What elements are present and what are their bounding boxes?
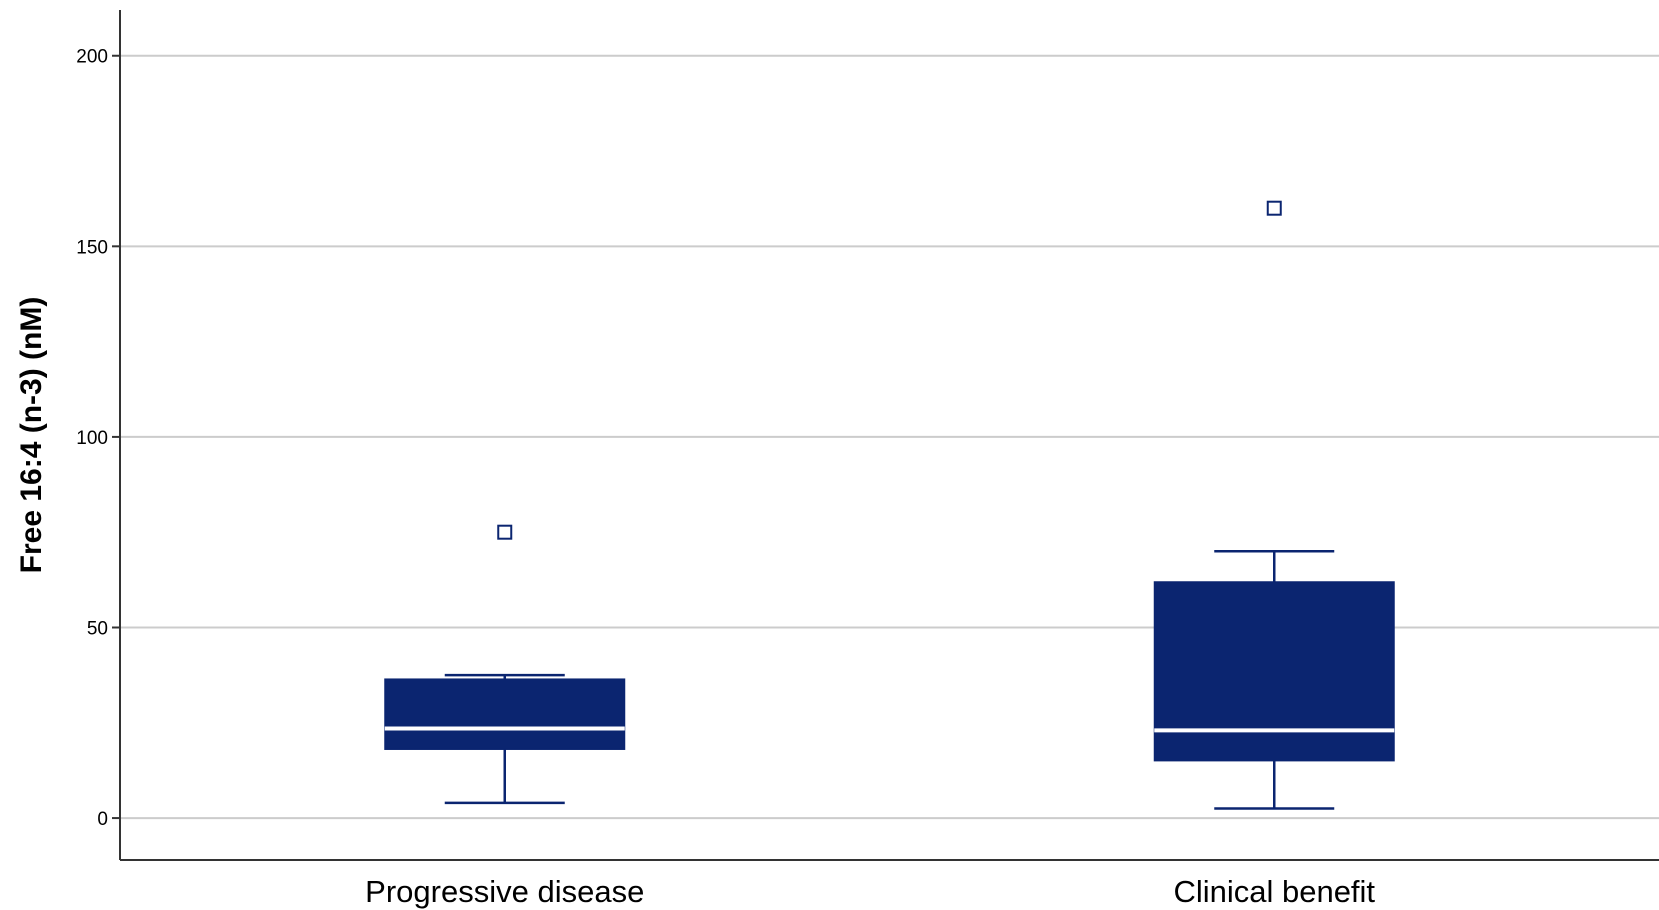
- axes: [119, 10, 1659, 861]
- x-category-label-1: Progressive disease: [365, 874, 644, 909]
- y-axis-label: Free 16:4 (n-3) (nM): [15, 297, 48, 574]
- y-tick-label-100: 100: [76, 428, 108, 449]
- y-tick-label-50: 50: [87, 618, 108, 639]
- y-tick-label-0: 0: [97, 809, 108, 830]
- x-category-label-2: Clinical benefit: [1173, 874, 1375, 909]
- category-labels: Progressive disease Clinical benefit: [365, 874, 1375, 909]
- gridlines: [120, 54, 1659, 820]
- y-tick-label-200: 200: [76, 47, 108, 68]
- boxes: [384, 200, 1395, 810]
- y-tick-label-150: 150: [76, 237, 108, 258]
- iqr-box: [384, 678, 626, 750]
- iqr-box: [1153, 581, 1395, 762]
- box-group-2: [1153, 200, 1395, 810]
- box-group-1: [384, 524, 626, 805]
- outlier-point: [1266, 200, 1282, 216]
- y-tick-labels: 0 50 100 150 200: [76, 47, 120, 830]
- outlier-point: [497, 524, 513, 540]
